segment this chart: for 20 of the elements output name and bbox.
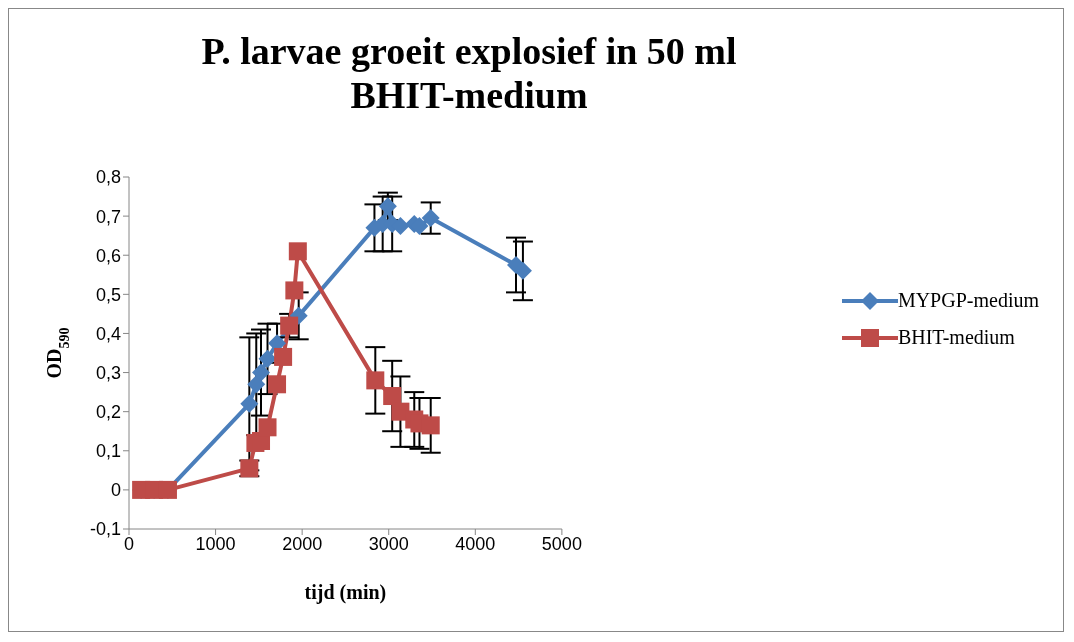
y-tick-label: 0,3: [95, 362, 121, 383]
x-tick-label: 5000: [541, 533, 582, 554]
legend-label: BHIT-medium: [897, 326, 1015, 349]
chart-title: P. larvae groeit explosief in 50 ml BHIT-medium: [200, 29, 738, 117]
x-tick-label: 3000: [368, 533, 409, 554]
y-tick-label: 0,6: [95, 245, 121, 266]
y-tick-label: 0,5: [95, 284, 121, 305]
y-tick-label: -0,1: [89, 519, 121, 540]
x-tick-label: 0: [123, 533, 135, 554]
y-tick-label: 0: [110, 480, 121, 501]
y-tick-label: 0,4: [95, 323, 121, 344]
y-tick-label: 0,1: [95, 441, 121, 462]
x-axis-title: tijd (min): [304, 581, 387, 604]
x-tick-label: 2000: [282, 533, 323, 554]
y-tick-label: 0,7: [95, 206, 121, 227]
y-tick-label: 0,8: [95, 167, 121, 188]
y-tick-label: 0,2: [95, 402, 121, 423]
legend-label: MYPGP-medium: [897, 289, 1039, 312]
x-tick-label: 4000: [455, 533, 496, 554]
x-tick-label: 1000: [195, 533, 236, 554]
